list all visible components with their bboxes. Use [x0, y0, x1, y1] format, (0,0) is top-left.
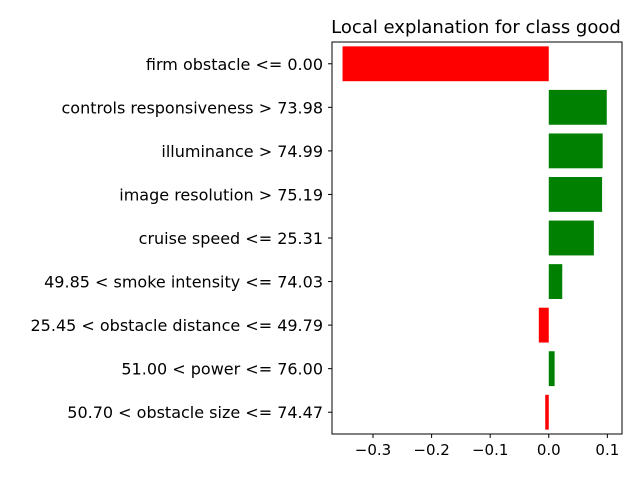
- x-tick-label: −0.1: [472, 441, 508, 459]
- x-tick-label: −0.2: [413, 441, 449, 459]
- y-tick-label: 50.70 < obstacle size <= 74.47: [67, 403, 323, 422]
- bar: [548, 264, 563, 299]
- y-tick-label: image resolution > 75.19: [119, 185, 323, 204]
- bar: [548, 133, 603, 169]
- bar: [548, 220, 594, 256]
- y-tick-label: cruise speed <= 25.31: [139, 229, 323, 248]
- y-tick-label: firm obstacle <= 0.00: [146, 55, 323, 74]
- y-tick-label: 25.45 < obstacle distance <= 49.79: [31, 316, 324, 335]
- bar: [548, 89, 607, 125]
- bar: [548, 177, 603, 212]
- x-tick-label: 0.0: [537, 441, 561, 459]
- chart-title: Local explanation for class good: [331, 17, 621, 38]
- x-tick-label: −0.3: [355, 441, 391, 459]
- bar: [342, 46, 549, 82]
- bars: [342, 46, 607, 430]
- plot-frame: [331, 41, 623, 435]
- bar: [538, 307, 549, 343]
- bar: [545, 394, 549, 430]
- y-tick-label: 51.00 < power <= 76.00: [121, 360, 323, 379]
- bar: [548, 351, 555, 387]
- x-axis: −0.3 −0.2 −0.1 0.0 0.1: [355, 434, 619, 459]
- x-tick-label: 0.1: [595, 441, 619, 459]
- y-tick-labels: firm obstacle <= 0.00 controls responsive…: [31, 55, 332, 422]
- y-tick-label: illuminance > 74.99: [161, 142, 323, 161]
- y-tick-label: controls responsiveness > 73.98: [61, 98, 323, 117]
- y-tick-label: 49.85 < smoke intensity <= 74.03: [44, 273, 323, 292]
